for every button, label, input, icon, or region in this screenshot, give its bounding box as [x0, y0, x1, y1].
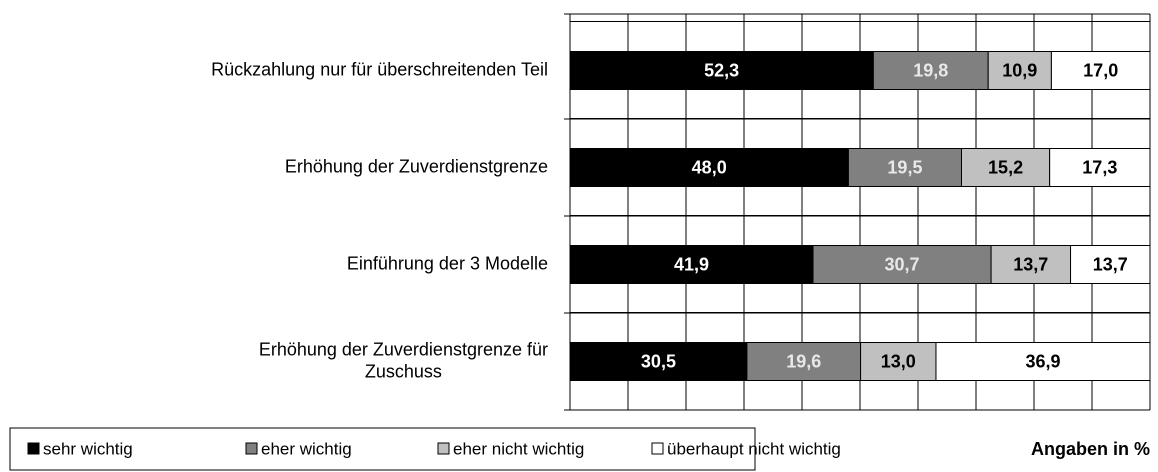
bar-segment — [961, 148, 1051, 187]
legend-swatch — [27, 442, 40, 455]
legend-swatch — [245, 442, 258, 455]
data-label: 15,2 — [988, 157, 1023, 177]
legend-label: überhaupt nicht wichtig — [667, 439, 841, 458]
legend-label: eher nicht wichtig — [453, 439, 584, 458]
data-label: 10,9 — [1002, 60, 1037, 80]
bar-segment — [1070, 245, 1151, 284]
bar-segment — [569, 51, 874, 90]
legend-label: sehr wichtig — [43, 439, 133, 458]
legend-swatch — [437, 442, 450, 455]
category-label: Erhöhung der Zuverdienstgrenze für Zuschu… — [259, 339, 548, 381]
data-label: 13,0 — [881, 351, 916, 371]
legend-label: eher wichtig — [261, 439, 352, 458]
bar-segment — [847, 148, 963, 187]
category-label: Rückzahlung nur für überschreitenden Tei… — [211, 59, 548, 79]
data-label: 19,6 — [786, 351, 821, 371]
data-label: 17,3 — [1082, 157, 1117, 177]
data-label: 13,7 — [1013, 254, 1048, 274]
category-label-line: Rückzahlung nur für überschreitenden Tei… — [211, 59, 548, 79]
category-label-line: Erhöhung der Zuverdienstgrenze — [285, 156, 548, 176]
bar-segment — [935, 342, 1151, 381]
data-label: 48,0 — [692, 157, 727, 177]
data-label: 17,0 — [1083, 60, 1118, 80]
data-label: 19,8 — [913, 60, 948, 80]
data-label: 30,7 — [885, 254, 920, 274]
bar-segment — [569, 148, 849, 187]
category-label-line: Einführung der 3 Modelle — [347, 253, 548, 273]
data-label: 41,9 — [674, 254, 709, 274]
bar-segment — [812, 245, 992, 284]
bar-segment — [872, 51, 989, 90]
bar-segment — [987, 51, 1052, 90]
bar-segment — [746, 342, 862, 381]
data-label: 30,5 — [641, 351, 676, 371]
bar-segment — [569, 245, 814, 284]
category-label-line: Zuschuss — [365, 361, 442, 381]
category-label-line: Erhöhung der Zuverdienstgrenze für — [259, 339, 548, 359]
legend-swatch — [651, 442, 664, 455]
data-label: 52,3 — [704, 60, 739, 80]
legend-box — [9, 427, 756, 471]
annotation: Angaben in % — [1031, 439, 1150, 459]
bar-segment — [569, 342, 748, 381]
data-label: 36,9 — [1025, 351, 1060, 371]
category-label: Einführung der 3 Modelle — [347, 253, 548, 273]
data-label: 19,5 — [887, 157, 922, 177]
category-label: Erhöhung der Zuverdienstgrenze — [285, 156, 548, 176]
bar-segment — [1050, 51, 1151, 90]
bar-segment — [990, 245, 1072, 284]
data-label: 13,7 — [1093, 254, 1128, 274]
bar-segment — [1049, 148, 1151, 187]
